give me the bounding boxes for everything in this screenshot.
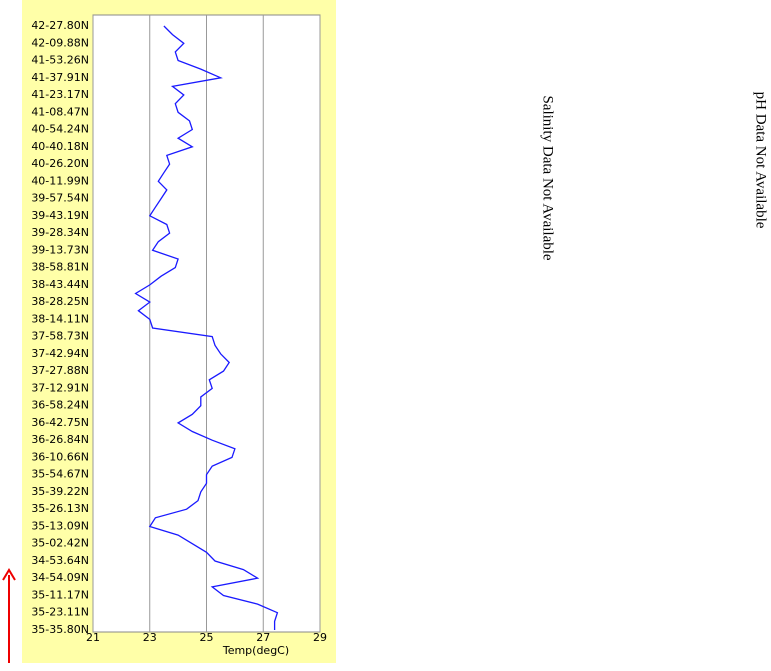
x-tick-label: 25 bbox=[200, 631, 214, 644]
y-tick-label: 36-10.66N bbox=[31, 450, 89, 463]
y-tick-label: 35-23.11N bbox=[31, 606, 89, 619]
x-tick-label: 23 bbox=[143, 631, 157, 644]
red-arrow bbox=[2, 568, 16, 663]
y-tick-label: 41-08.47N bbox=[31, 105, 89, 118]
y-tick-label: 41-23.17N bbox=[31, 88, 89, 101]
y-tick-label: 40-26.20N bbox=[31, 157, 89, 170]
y-tick-label: 35-13.09N bbox=[31, 519, 89, 532]
y-tick-label: 37-58.73N bbox=[31, 330, 89, 343]
y-tick-label: 35-35.80N bbox=[31, 623, 89, 636]
y-tick-label: 37-12.91N bbox=[31, 381, 89, 394]
y-tick-label: 40-11.99N bbox=[31, 174, 89, 187]
y-tick-label: 40-54.24N bbox=[31, 123, 89, 136]
y-tick-label: 39-28.34N bbox=[31, 226, 89, 239]
y-tick-label: 35-02.42N bbox=[31, 537, 89, 550]
x-axis-title: Temp(degC) bbox=[222, 644, 289, 657]
y-tick-label: 35-39.22N bbox=[31, 485, 89, 498]
y-tick-label: 38-58.81N bbox=[31, 261, 89, 274]
y-tick-label: 38-14.11N bbox=[31, 312, 89, 325]
y-tick-label: 38-43.44N bbox=[31, 278, 89, 291]
y-tick-label: 41-53.26N bbox=[31, 54, 89, 67]
x-tick-label: 27 bbox=[256, 631, 270, 644]
y-tick-label: 42-09.88N bbox=[31, 36, 89, 49]
y-tick-label: 37-42.94N bbox=[31, 347, 89, 360]
x-tick-label: 29 bbox=[313, 631, 327, 644]
y-tick-label: 36-26.84N bbox=[31, 433, 89, 446]
y-tick-label: 38-28.25N bbox=[31, 295, 89, 308]
y-tick-label: 39-43.19N bbox=[31, 209, 89, 222]
y-tick-label: 39-13.73N bbox=[31, 243, 89, 256]
y-tick-label: 36-42.75N bbox=[31, 416, 89, 429]
y-tick-label: 41-37.91N bbox=[31, 71, 89, 84]
temp-line bbox=[134, 25, 279, 630]
y-tick-label: 42-27.80N bbox=[31, 19, 89, 32]
y-tick-label: 35-11.17N bbox=[31, 588, 89, 601]
x-tick-label: 21 bbox=[86, 631, 100, 644]
salinity-note: Salinity Data Not Available bbox=[540, 95, 556, 260]
y-tick-label: 40-40.18N bbox=[31, 140, 89, 153]
y-tick-label: 39-57.54N bbox=[31, 192, 89, 205]
y-tick-label: 34-54.09N bbox=[31, 571, 89, 584]
y-tick-label: 34-53.64N bbox=[31, 554, 89, 567]
y-tick-label: 35-26.13N bbox=[31, 502, 89, 515]
y-tick-label: 36-58.24N bbox=[31, 399, 89, 412]
ph-note: pH Data Not Available bbox=[753, 92, 769, 229]
y-tick-label: 37-27.88N bbox=[31, 364, 89, 377]
y-tick-label: 35-54.67N bbox=[31, 468, 89, 481]
